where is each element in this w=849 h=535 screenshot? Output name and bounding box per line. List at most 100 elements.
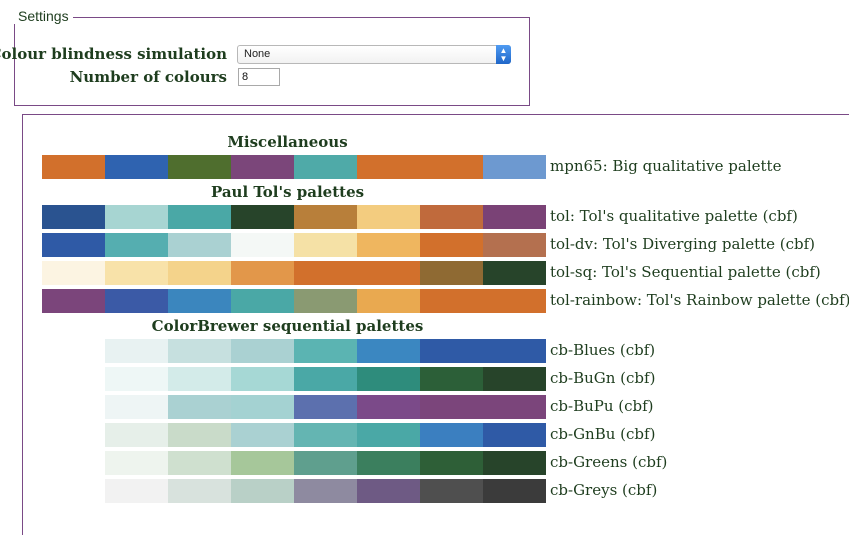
- colour-swatch: [420, 367, 483, 391]
- colour-swatch: [168, 367, 231, 391]
- colour-swatch: [105, 233, 168, 257]
- colour-blindness-value: None: [244, 48, 271, 60]
- colour-swatch: [168, 155, 231, 179]
- colour-swatch: [294, 339, 357, 363]
- colour-swatch: [420, 155, 483, 179]
- colour-swatch: [105, 261, 168, 285]
- colour-swatch: [483, 423, 546, 447]
- colour-swatch: [420, 233, 483, 257]
- colour-swatch: [357, 339, 420, 363]
- colour-swatch: [294, 155, 357, 179]
- colour-swatch: [483, 261, 546, 285]
- palette-label[interactable]: cb-GnBu (cbf): [550, 425, 656, 443]
- colour-swatch: [357, 205, 420, 229]
- colour-swatch: [483, 395, 546, 419]
- colour-swatch: [357, 367, 420, 391]
- colour-swatch: [231, 289, 294, 313]
- palette-label[interactable]: cb-Greens (cbf): [550, 453, 668, 471]
- colour-swatch: [105, 367, 168, 391]
- colour-swatch: [168, 205, 231, 229]
- colour-swatch: [483, 367, 546, 391]
- colour-swatch: [42, 261, 105, 285]
- colour-swatch: [42, 233, 105, 257]
- colour-swatch: [168, 339, 231, 363]
- colour-swatch: [294, 451, 357, 475]
- colour-swatch: [294, 261, 357, 285]
- number-of-colours-label: Number of colours: [69, 68, 227, 86]
- colour-swatch: [105, 479, 168, 503]
- colour-swatch: [231, 233, 294, 257]
- colour-swatch: [42, 155, 105, 179]
- colour-swatch: [357, 395, 420, 419]
- palette-label[interactable]: cb-BuPu (cbf): [550, 397, 654, 415]
- colour-swatch: [483, 451, 546, 475]
- colour-swatch: [231, 395, 294, 419]
- colour-swatch: [168, 261, 231, 285]
- colour-swatch: [42, 205, 105, 229]
- colour-swatch: [294, 233, 357, 257]
- section-title: ColorBrewer sequential palettes: [151, 317, 424, 335]
- colour-swatch: [294, 423, 357, 447]
- colour-swatch: [357, 451, 420, 475]
- colour-swatch: [231, 423, 294, 447]
- section-title: Paul Tol's palettes: [210, 183, 365, 201]
- colour-swatch: [168, 423, 231, 447]
- palette-label[interactable]: tol-sq: Tol's Sequential palette (cbf): [550, 263, 821, 281]
- colour-swatch: [105, 451, 168, 475]
- colour-swatch: [357, 155, 420, 179]
- settings-legend: Settings: [14, 8, 73, 24]
- colour-swatch: [420, 261, 483, 285]
- colour-swatch: [231, 155, 294, 179]
- colour-swatch: [231, 479, 294, 503]
- settings-panel: [14, 17, 530, 106]
- colour-swatch: [231, 261, 294, 285]
- number-of-colours-input[interactable]: 8: [238, 68, 280, 86]
- colour-blindness-select[interactable]: None ▲ ▼: [237, 45, 511, 64]
- colour-swatch: [231, 205, 294, 229]
- colour-swatch: [357, 233, 420, 257]
- colour-swatch: [294, 205, 357, 229]
- palette-label[interactable]: tol-rainbow: Tol's Rainbow palette (cbf): [550, 291, 849, 309]
- colour-swatch: [357, 289, 420, 313]
- colour-swatch: [231, 367, 294, 391]
- palette-label[interactable]: mpn65: Big qualitative palette: [550, 157, 782, 175]
- colour-blindness-label: Colour blindness simulation: [0, 45, 227, 63]
- colour-swatch: [105, 289, 168, 313]
- colour-swatch: [483, 233, 546, 257]
- colour-swatch: [357, 423, 420, 447]
- colour-swatch: [483, 155, 546, 179]
- colour-swatch: [483, 205, 546, 229]
- colour-swatch: [420, 423, 483, 447]
- colour-swatch: [420, 339, 483, 363]
- colour-swatch: [231, 339, 294, 363]
- colour-swatch: [168, 395, 231, 419]
- colour-swatch: [483, 479, 546, 503]
- colour-swatch: [294, 395, 357, 419]
- colour-swatch: [105, 423, 168, 447]
- palette-label[interactable]: cb-BuGn (cbf): [550, 369, 656, 387]
- colour-swatch: [420, 479, 483, 503]
- colour-swatch: [105, 395, 168, 419]
- colour-swatch: [105, 205, 168, 229]
- colour-swatch: [168, 233, 231, 257]
- section-title: Miscellaneous: [227, 133, 348, 151]
- colour-swatch: [357, 261, 420, 285]
- colour-swatch: [420, 395, 483, 419]
- colour-swatch: [42, 289, 105, 313]
- colour-swatch: [105, 339, 168, 363]
- colour-swatch: [231, 451, 294, 475]
- colour-swatch: [294, 289, 357, 313]
- colour-swatch: [357, 479, 420, 503]
- select-arrows-icon: ▲ ▼: [496, 45, 511, 64]
- palette-label[interactable]: tol: Tol's qualitative palette (cbf): [550, 207, 798, 225]
- colour-swatch: [294, 367, 357, 391]
- palette-label[interactable]: cb-Blues (cbf): [550, 341, 656, 359]
- colour-swatch: [168, 289, 231, 313]
- palette-label[interactable]: cb-Greys (cbf): [550, 481, 658, 499]
- palettes-panel: [22, 114, 849, 535]
- colour-swatch: [420, 451, 483, 475]
- colour-swatch: [168, 479, 231, 503]
- palette-label[interactable]: tol-dv: Tol's Diverging palette (cbf): [550, 235, 816, 253]
- colour-swatch: [483, 339, 546, 363]
- colour-swatch: [105, 155, 168, 179]
